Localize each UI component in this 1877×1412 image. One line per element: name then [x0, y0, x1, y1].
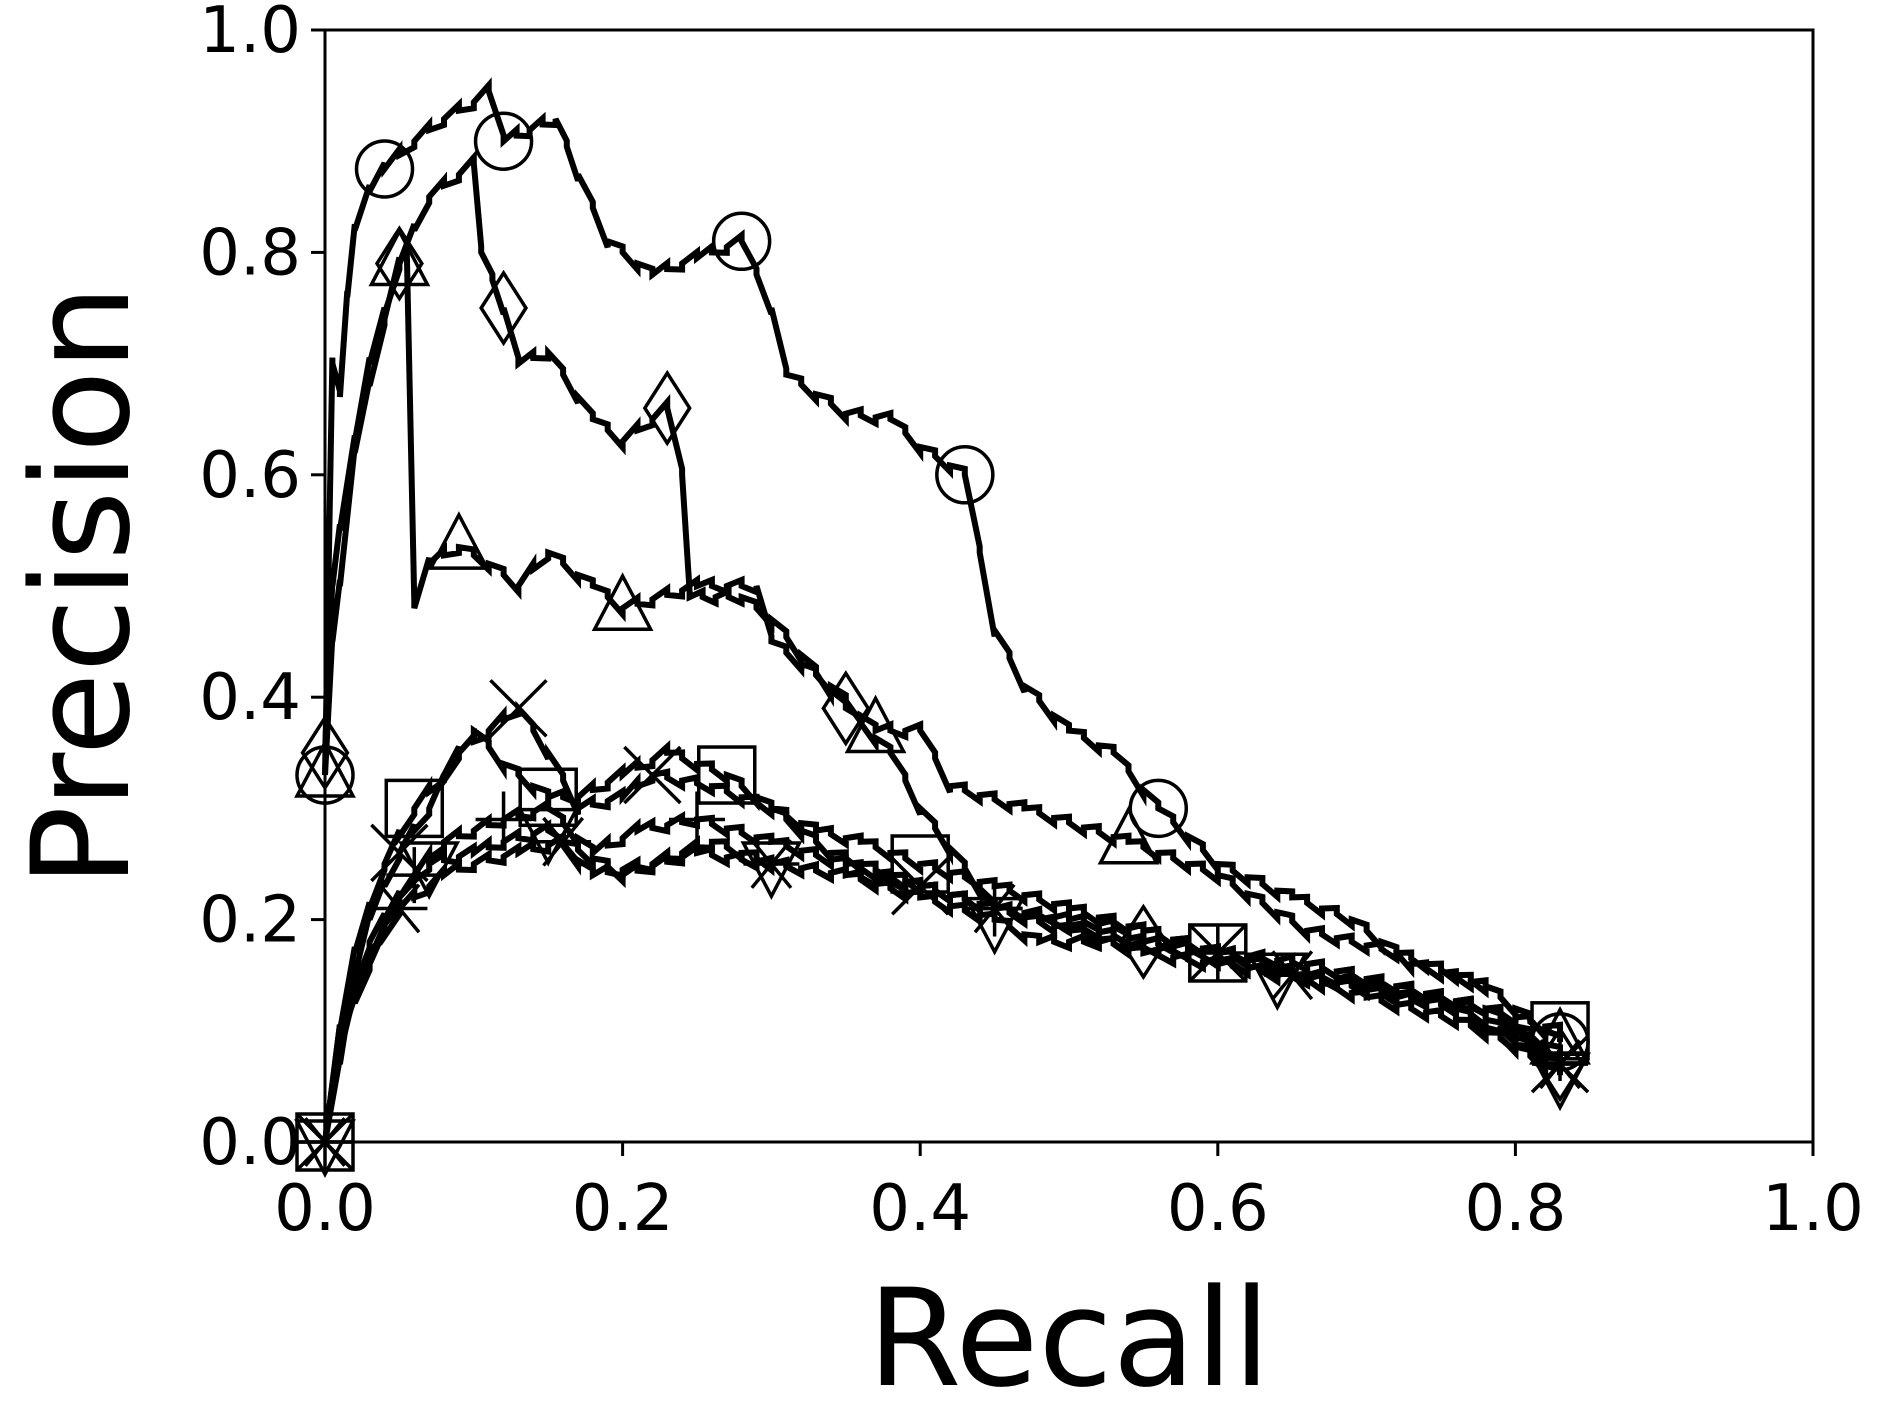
triangle-down-marker	[517, 807, 580, 867]
y-tick-label: 0.6	[199, 439, 301, 513]
x-tick-label: 1.0	[1762, 1172, 1864, 1246]
x-marker	[489, 679, 548, 738]
y-tick-label: 0.4	[199, 661, 301, 735]
x-axis-ticks: 0.0 0.2 0.4 0.6 0.8 1.0	[274, 1142, 1864, 1246]
plus-marker	[1189, 924, 1246, 981]
square-marker	[697, 745, 757, 805]
circle-marker	[711, 211, 772, 272]
diamond-marker	[1118, 903, 1168, 981]
square-marker	[890, 834, 950, 894]
triangle-up-marker	[844, 694, 907, 754]
triangle-down-marker	[1246, 952, 1309, 1012]
asterisk-marker	[371, 883, 428, 934]
x-tick-label: 0.0	[274, 1172, 376, 1246]
series-line-triangle-up	[322, 245, 1563, 1045]
triangle-down-marker	[398, 841, 461, 900]
series-lines	[322, 77, 1563, 1143]
x-tick-label: 0.6	[1167, 1172, 1269, 1246]
x-marker	[623, 745, 682, 805]
triangle-up-marker	[591, 572, 654, 631]
square-marker	[384, 778, 445, 839]
plus-marker	[669, 791, 725, 848]
plus-marker	[386, 847, 443, 904]
series-line-circle	[322, 77, 1563, 1045]
asterisk-marker	[966, 883, 1023, 934]
circle-marker	[473, 111, 534, 171]
circle-marker	[354, 139, 415, 199]
y-tick-label: 0.8	[199, 216, 301, 290]
triangle-up-marker	[1097, 805, 1160, 865]
x-tick-label: 0.2	[572, 1172, 674, 1246]
y-tick-label: 0.2	[199, 884, 301, 958]
triangle-up-marker	[368, 227, 431, 287]
asterisk-marker	[1264, 950, 1321, 1001]
x-tick-label: 0.4	[869, 1172, 971, 1246]
y-axis-title: Precision	[3, 285, 160, 887]
plot-frame	[323, 28, 1815, 1144]
triangle-up-marker	[428, 511, 490, 570]
x-marker	[890, 857, 950, 916]
y-tick-label: 1.0	[199, 0, 301, 68]
asterisk-marker	[535, 816, 592, 867]
circle-marker	[1128, 778, 1189, 839]
asterisk-marker	[743, 839, 800, 889]
series-line-diamond	[322, 149, 1563, 1068]
diamond-marker	[479, 269, 529, 347]
triangle-down-marker	[740, 841, 803, 900]
diamond-marker	[642, 369, 692, 447]
plus-marker	[475, 791, 532, 848]
diamond-marker	[821, 670, 871, 747]
circle-marker	[935, 445, 995, 505]
x-axis-title: Recall	[868, 1260, 1271, 1412]
diamond-marker	[374, 225, 424, 302]
y-axis-ticks: 0.0 0.2 0.4 0.6 0.8 1.0	[199, 0, 325, 1180]
y-tick-label: 0.0	[199, 1106, 301, 1180]
series-line-asterisk	[322, 830, 1563, 1143]
x-tick-label: 0.8	[1465, 1172, 1567, 1246]
asterisk-marker	[1532, 1039, 1589, 1090]
